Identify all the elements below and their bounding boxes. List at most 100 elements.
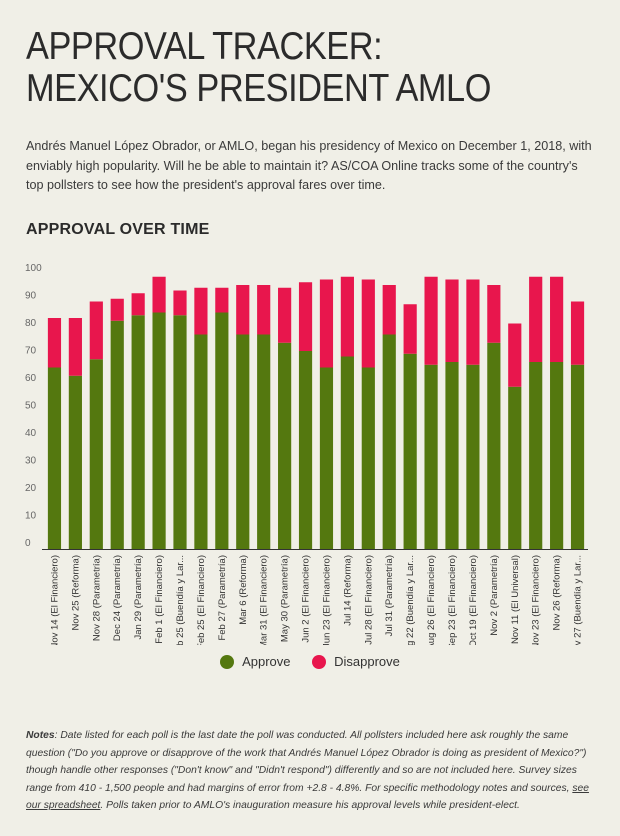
bar-approve[interactable] (194, 334, 208, 550)
y-tick-label: 20 (25, 483, 37, 494)
y-tick-label: 60 (25, 373, 37, 384)
stacked-bar-chart: 0 10 20 30 40 50 60 70 80 90 100 Nov 14 (El Financi… (25, 263, 588, 645)
approve-dot-icon (220, 654, 235, 669)
x-tick-label: Jun 2 (El Financiero) (301, 555, 312, 643)
x-tick-label: Nov 23 (El Financiero) (531, 555, 542, 645)
bar-disapprove[interactable] (445, 279, 459, 363)
bar-approve[interactable] (278, 342, 292, 549)
legend-label-disapprove: Disapprove (334, 654, 400, 669)
x-tick-label: Feb 25 (Buendía y Lar... (175, 555, 186, 645)
x-tick-label: Nov 25 (Reforma) (70, 555, 81, 631)
y-tick-label: 40 (25, 428, 37, 439)
bar-disapprove[interactable] (278, 287, 292, 343)
bar-approve[interactable] (382, 334, 396, 550)
x-tick-label: Feb 1 (El Financiero) (154, 555, 165, 644)
x-tick-label: Nov 28 (Parametría) (91, 555, 102, 641)
bar-disapprove[interactable] (110, 298, 124, 321)
bar-disapprove[interactable] (298, 282, 313, 351)
bar-approve[interactable] (529, 362, 543, 549)
spreadsheet-link[interactable]: see our spreadsheet (26, 782, 589, 812)
bar-disapprove[interactable] (550, 276, 564, 362)
bar-approve[interactable] (131, 315, 145, 549)
bar-approve[interactable] (424, 364, 438, 549)
title-line-2: MEXICO'S PRESIDENT AMLO (26, 67, 491, 110)
bar-disapprove[interactable] (152, 276, 166, 313)
bar-disapprove[interactable] (529, 276, 543, 362)
bar-disapprove[interactable] (173, 290, 187, 316)
bar-approve[interactable] (487, 342, 501, 549)
bar-disapprove[interactable] (570, 301, 585, 365)
x-tick-label: May 30 (Parametría) (280, 555, 291, 642)
y-tick-label: 100 (25, 263, 42, 274)
x-tick-label: Sep 23 (El Financiero) (447, 555, 458, 645)
bar-approve[interactable] (550, 362, 564, 549)
bar-disapprove[interactable] (508, 323, 522, 387)
x-tick-label: Aug 22 (Buendía y Lar... (405, 555, 416, 645)
bar-approve[interactable] (340, 356, 354, 550)
bar-approve[interactable] (361, 367, 375, 550)
bar-approve[interactable] (89, 359, 103, 549)
bar-disapprove[interactable] (257, 285, 271, 335)
bar-disapprove[interactable] (487, 285, 501, 343)
bar-approve[interactable] (298, 351, 313, 549)
disapprove-dot-icon (312, 654, 327, 669)
y-tick-label: 30 (25, 456, 37, 467)
y-tick-label: 80 (25, 318, 37, 329)
x-tick-label: Oct 19 (El Financiero) (468, 555, 479, 645)
bar-approve[interactable] (173, 315, 187, 549)
x-tick-label: Feb 25 (El Financiero) (196, 555, 207, 645)
x-tick-label: Dec 24 (Parametría) (112, 555, 123, 641)
x-tick-label: Jul 14 (Reforma) (342, 555, 353, 626)
bar-approve[interactable] (47, 367, 62, 550)
x-tick-label: Feb 27 (Parametría) (217, 555, 228, 641)
section-title: APPROVAL OVER TIME (26, 221, 210, 238)
notes-label: Notes (26, 730, 55, 741)
bar-disapprove[interactable] (466, 279, 480, 365)
x-tick-label: Jan 29 (Parametría) (133, 555, 144, 639)
bar-approve[interactable] (466, 364, 480, 549)
legend-item-disapprove[interactable]: Disapprove (312, 654, 400, 669)
bar-disapprove[interactable] (340, 276, 354, 357)
y-tick-label: 10 (25, 511, 37, 522)
x-tick-label: Aug 26 (El Financiero) (426, 555, 437, 645)
bar-disapprove[interactable] (131, 293, 145, 316)
bar-approve[interactable] (257, 334, 271, 550)
x-tick-label: Nov 26 (Reforma) (552, 555, 563, 631)
bar-disapprove[interactable] (236, 285, 250, 335)
bar-disapprove[interactable] (89, 301, 103, 360)
y-tick-label: 0 (25, 538, 31, 549)
bar-approve[interactable] (236, 334, 250, 550)
bar-disapprove[interactable] (424, 276, 438, 365)
x-tick-label: Nov 11 (El Universal) (510, 555, 521, 644)
bar-approve[interactable] (152, 312, 166, 550)
y-tick-label: 50 (25, 401, 37, 412)
bar-disapprove[interactable] (215, 287, 229, 313)
bar-approve[interactable] (110, 320, 124, 549)
x-tick-label: Mar 31 (El Financiero) (259, 555, 270, 645)
bar-disapprove[interactable] (194, 287, 208, 335)
bar-approve[interactable] (508, 386, 522, 549)
chart-legend: Approve Disapprove (0, 654, 620, 672)
title-line-1: APPROVAL TRACKER: (26, 25, 383, 68)
legend-label-approve: Approve (242, 654, 291, 669)
bar-disapprove[interactable] (361, 279, 375, 368)
bar-disapprove[interactable] (319, 279, 334, 368)
bar-disapprove[interactable] (403, 304, 417, 354)
bar-approve[interactable] (403, 353, 417, 549)
bar-approve[interactable] (68, 375, 82, 549)
bar-disapprove[interactable] (47, 318, 62, 368)
notes: Notes: Date listed for each poll is the … (26, 727, 596, 815)
bar-approve[interactable] (570, 364, 585, 549)
bar-approve[interactable] (319, 367, 334, 550)
bar-approve[interactable] (445, 362, 459, 549)
x-tick-label: Jun 23 (El Financiero) (321, 555, 332, 645)
bar-disapprove[interactable] (68, 318, 82, 376)
y-tick-label: 70 (25, 346, 37, 357)
bar-disapprove[interactable] (382, 285, 396, 335)
x-tick-label: Jul 31 (Parametría) (384, 555, 395, 636)
intro-paragraph: Andrés Manuel López Obrador, or AMLO, be… (26, 139, 592, 192)
x-tick-label: Mar 6 (Reforma) (238, 555, 249, 625)
legend-item-approve[interactable]: Approve (220, 654, 291, 669)
x-tick-label: Nov 14 (El Financiero) (49, 555, 60, 645)
bar-approve[interactable] (215, 312, 229, 550)
